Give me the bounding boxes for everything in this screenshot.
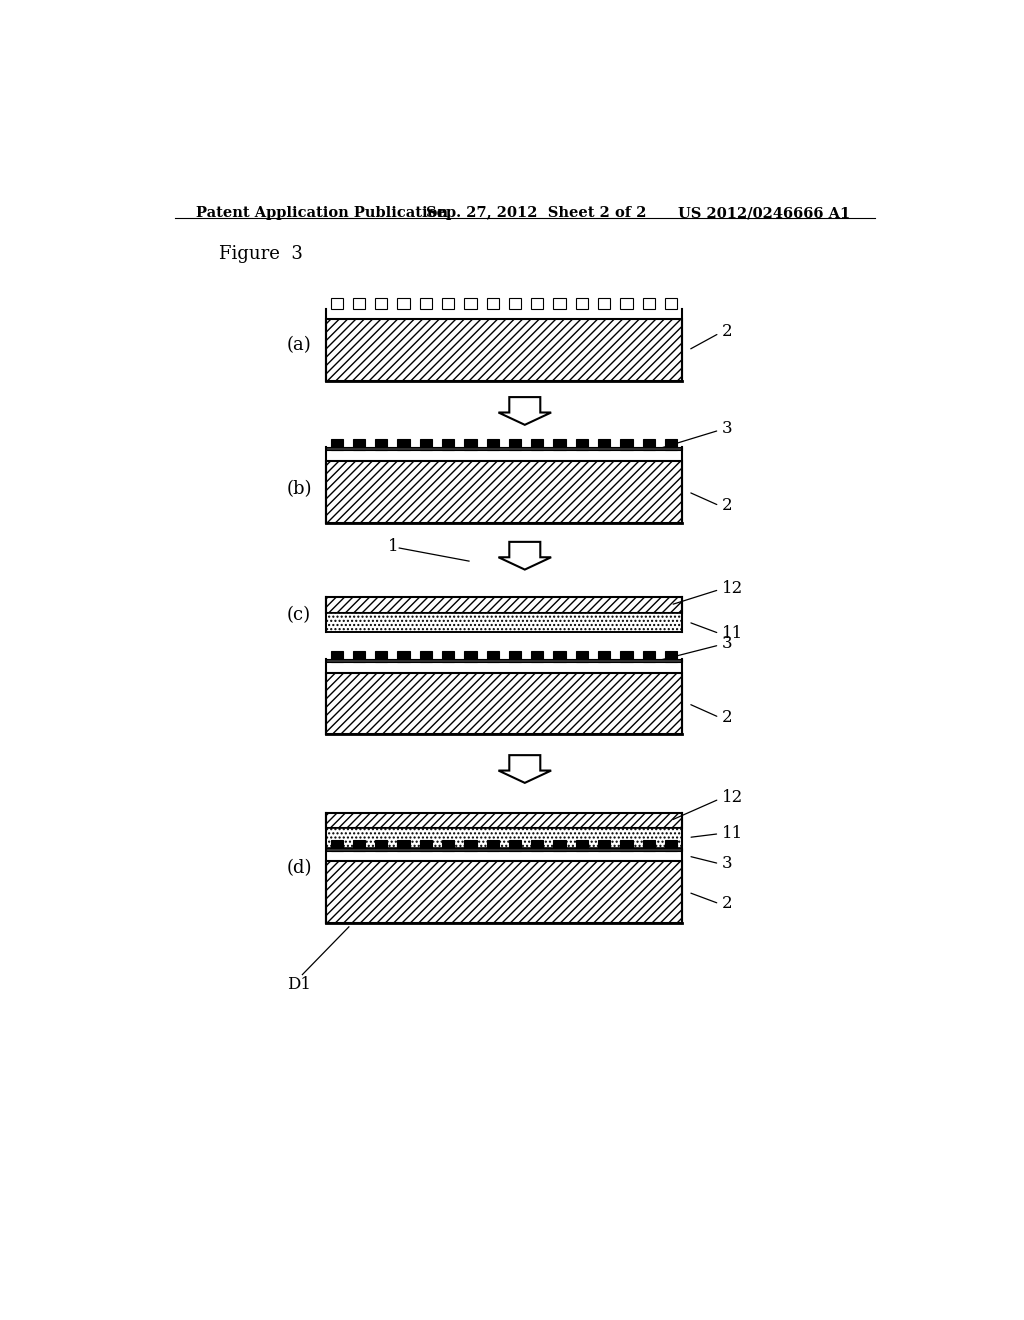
Bar — [420, 651, 432, 663]
Bar — [326, 862, 682, 923]
Text: Patent Application Publication: Patent Application Publication — [197, 206, 449, 220]
Bar — [326, 319, 682, 381]
Bar — [442, 840, 455, 850]
Text: Figure  3: Figure 3 — [219, 244, 303, 263]
Text: D1: D1 — [287, 975, 311, 993]
Bar — [397, 840, 410, 850]
Bar — [331, 651, 343, 663]
Text: US 2012/0246666 A1: US 2012/0246666 A1 — [678, 206, 851, 220]
Bar — [598, 298, 610, 309]
Bar — [575, 840, 588, 850]
Bar — [420, 440, 432, 450]
Bar — [464, 440, 476, 450]
Bar — [486, 440, 499, 450]
Bar — [331, 298, 343, 309]
Bar — [464, 298, 476, 309]
Bar — [643, 440, 654, 450]
Text: (a): (a) — [287, 335, 311, 354]
Bar — [331, 840, 343, 850]
Bar — [326, 847, 682, 850]
Text: (d): (d) — [287, 859, 312, 876]
Bar — [326, 673, 682, 734]
Bar — [665, 651, 677, 663]
Bar — [531, 651, 544, 663]
Bar — [326, 612, 682, 632]
Bar — [375, 840, 387, 850]
Bar — [375, 440, 387, 450]
Bar — [553, 651, 565, 663]
Bar — [553, 840, 565, 850]
Text: 12: 12 — [722, 789, 742, 807]
Bar — [621, 298, 633, 309]
Bar — [486, 298, 499, 309]
Text: 3: 3 — [722, 855, 732, 873]
Bar — [643, 651, 654, 663]
Bar — [553, 440, 565, 450]
Bar — [598, 651, 610, 663]
Polygon shape — [499, 397, 551, 425]
Bar — [375, 651, 387, 663]
Bar — [509, 840, 521, 850]
Bar — [665, 298, 677, 309]
Text: (b): (b) — [287, 479, 312, 498]
Bar — [326, 461, 682, 523]
Bar — [464, 651, 476, 663]
Bar — [509, 440, 521, 450]
Polygon shape — [499, 755, 551, 783]
Text: 3: 3 — [722, 420, 732, 437]
Bar — [575, 651, 588, 663]
Text: Sep. 27, 2012  Sheet 2 of 2: Sep. 27, 2012 Sheet 2 of 2 — [426, 206, 647, 220]
Bar — [643, 298, 654, 309]
Bar — [442, 651, 455, 663]
Bar — [326, 813, 682, 829]
Bar — [353, 298, 366, 309]
Text: 2: 2 — [722, 498, 732, 515]
Bar — [442, 298, 455, 309]
Bar — [665, 440, 677, 450]
Bar — [486, 840, 499, 850]
Bar — [486, 651, 499, 663]
Text: 2: 2 — [722, 709, 732, 726]
Bar — [353, 651, 366, 663]
Bar — [326, 659, 682, 663]
Bar — [353, 440, 366, 450]
Text: 3: 3 — [722, 635, 732, 652]
Text: 2: 2 — [722, 895, 732, 912]
Bar — [442, 440, 455, 450]
Bar — [665, 840, 677, 850]
Bar — [326, 597, 682, 612]
Bar — [553, 298, 565, 309]
Text: 1: 1 — [388, 539, 398, 554]
Bar — [326, 447, 682, 450]
Text: 11: 11 — [722, 624, 742, 642]
Bar — [420, 298, 432, 309]
Bar — [326, 829, 682, 847]
Bar — [575, 298, 588, 309]
Text: 11: 11 — [722, 825, 742, 842]
Bar — [397, 651, 410, 663]
Bar — [575, 440, 588, 450]
Bar — [621, 651, 633, 663]
Bar — [509, 298, 521, 309]
Bar — [621, 440, 633, 450]
Bar — [397, 298, 410, 309]
Bar — [509, 651, 521, 663]
Bar — [420, 840, 432, 850]
Bar — [353, 840, 366, 850]
Bar — [531, 298, 544, 309]
Bar — [531, 440, 544, 450]
Text: (c): (c) — [287, 606, 311, 623]
Text: 2: 2 — [722, 323, 732, 341]
Bar — [598, 840, 610, 850]
Bar — [375, 298, 387, 309]
Bar — [464, 840, 476, 850]
Bar — [397, 440, 410, 450]
Bar — [531, 840, 544, 850]
Bar — [598, 440, 610, 450]
Text: 12: 12 — [722, 579, 742, 597]
Bar — [331, 440, 343, 450]
Polygon shape — [499, 543, 551, 570]
Bar — [621, 840, 633, 850]
Bar — [643, 840, 654, 850]
